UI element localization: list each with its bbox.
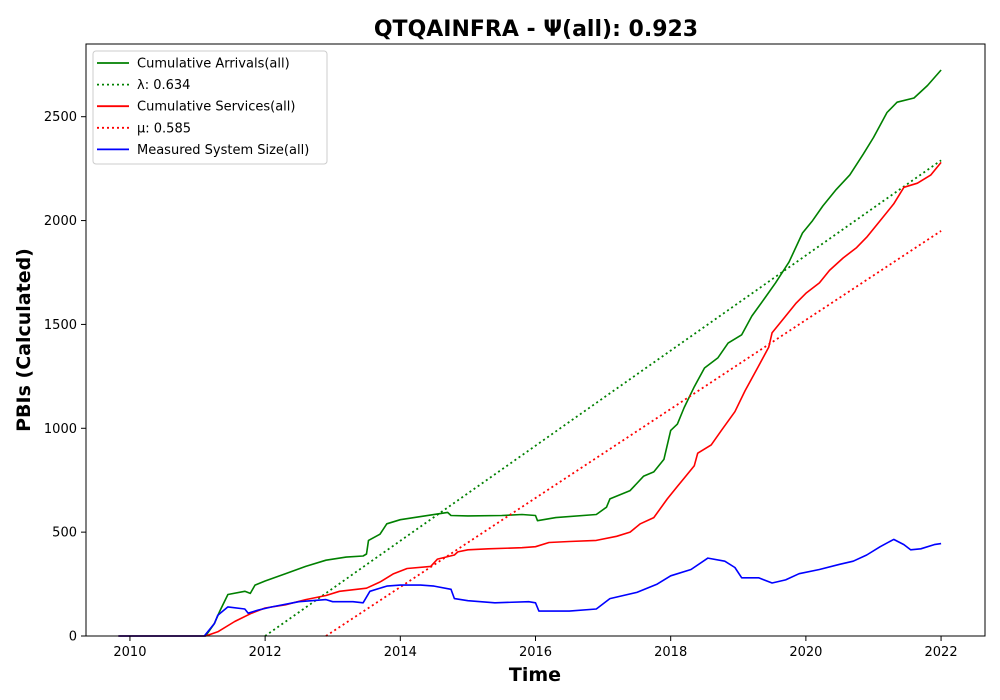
legend-label-2: Cumulative Services(all) (137, 100, 295, 115)
x-tick-label: 2010 (113, 645, 146, 660)
y-tick-label: 2500 (44, 110, 77, 125)
legend-label-0: Cumulative Arrivals(all) (137, 57, 290, 72)
y-tick-label: 0 (69, 630, 77, 645)
legend-box (92, 50, 328, 165)
x-tick-label: 2018 (654, 645, 687, 660)
series-line-2 (118, 161, 942, 637)
x-tick-label: 2014 (384, 645, 417, 660)
x-tick-label: 2022 (925, 645, 958, 660)
x-axis-label: Time (509, 664, 561, 686)
legend-label-3: μ: 0.585 (137, 121, 191, 136)
y-tick-label: 500 (52, 526, 77, 541)
series-layer (118, 69, 942, 637)
x-tick-label: 2012 (249, 645, 282, 660)
y-tick-label: 2000 (44, 214, 77, 229)
y-tick-label: 1000 (44, 422, 77, 437)
x-tick-label: 2016 (519, 645, 552, 660)
x-axis: 2010 2012 2014 2016 2018 2020 2022 (113, 636, 958, 660)
chart-title: QTQAINFRA - Ψ(all): 0.923 (374, 17, 698, 42)
series-line-0 (118, 69, 942, 637)
legend: Cumulative Arrivals(all) λ: 0.634 Cumulati… (92, 50, 328, 165)
x-tick-label: 2020 (789, 645, 822, 660)
legend-label-4: Measured System Size(all) (137, 143, 309, 158)
legend-label-1: λ: 0.634 (137, 78, 190, 93)
y-axis: 0 500 1000 1500 2000 2500 (44, 110, 86, 645)
series-line-4 (118, 538, 942, 637)
y-axis-label: PBIs (Calculated) (13, 248, 35, 432)
y-tick-label: 1500 (44, 318, 77, 333)
